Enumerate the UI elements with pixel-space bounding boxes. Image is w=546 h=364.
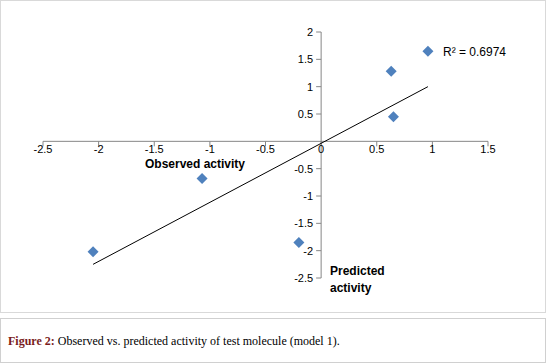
y-tick-label: 2 [307, 26, 313, 38]
y-tick [316, 250, 321, 251]
chart-svg: -2.5 -2 -1.5 -1 -0.5 0 0.5 1 1.5 -2.5 -2 -1.5 -1 -0.5… [0, 0, 546, 364]
chart-frame [1, 1, 546, 313]
y-tick [316, 278, 321, 279]
y-tick-label: -2.5 [294, 272, 313, 284]
y-tick [316, 59, 321, 60]
x-tick-label: -2 [94, 143, 104, 155]
x-tick-label: -2.5 [34, 143, 53, 155]
caption: Figure 2: Observed vs. predicted activit… [8, 334, 340, 348]
point [88, 246, 99, 257]
y-tick-label: -2 [303, 245, 313, 257]
caption-box [1, 319, 546, 363]
annotation: Observed activity [145, 157, 245, 171]
x-tick-label: -1.5 [145, 143, 164, 155]
x-tick-label: 1 [429, 143, 435, 155]
y-tick-label: -1 [303, 190, 313, 202]
point [197, 173, 208, 184]
x-tick-label: 0 [318, 143, 324, 155]
y-tick [316, 196, 321, 197]
trend-line [93, 87, 428, 265]
y-tick [316, 114, 321, 115]
marks [88, 46, 434, 265]
point [293, 237, 304, 248]
r2-label: R² = 0.6974 [443, 45, 506, 59]
x-tick-label: -0.5 [256, 143, 275, 155]
y-tick [316, 223, 321, 224]
point [388, 111, 399, 122]
y-tick-label: -0.5 [294, 163, 313, 175]
annotation: Predictedactivity [330, 264, 385, 295]
point [422, 46, 433, 57]
y-tick-label: 1.5 [298, 53, 313, 65]
x-tick-label: -1 [205, 143, 215, 155]
axes: -2.5 -2 -1.5 -1 -0.5 0 0.5 1 1.5 -2.5 -2 -1.5 -1 -0.5… [34, 26, 496, 284]
y-tick [316, 168, 321, 169]
y-tick [316, 32, 321, 33]
y-tick-label: 1 [307, 81, 313, 93]
y-tick-label: 0.5 [298, 108, 313, 120]
y-tick [316, 86, 321, 87]
x-tick-label: 0.5 [369, 143, 384, 155]
y-tick-label: -1.5 [294, 217, 313, 229]
x-tick-label: 1.5 [480, 143, 495, 155]
point [386, 66, 397, 77]
chart-root: -2.5 -2 -1.5 -1 -0.5 0 0.5 1 1.5 -2.5 -2 -1.5 -1 -0.5… [0, 0, 546, 364]
